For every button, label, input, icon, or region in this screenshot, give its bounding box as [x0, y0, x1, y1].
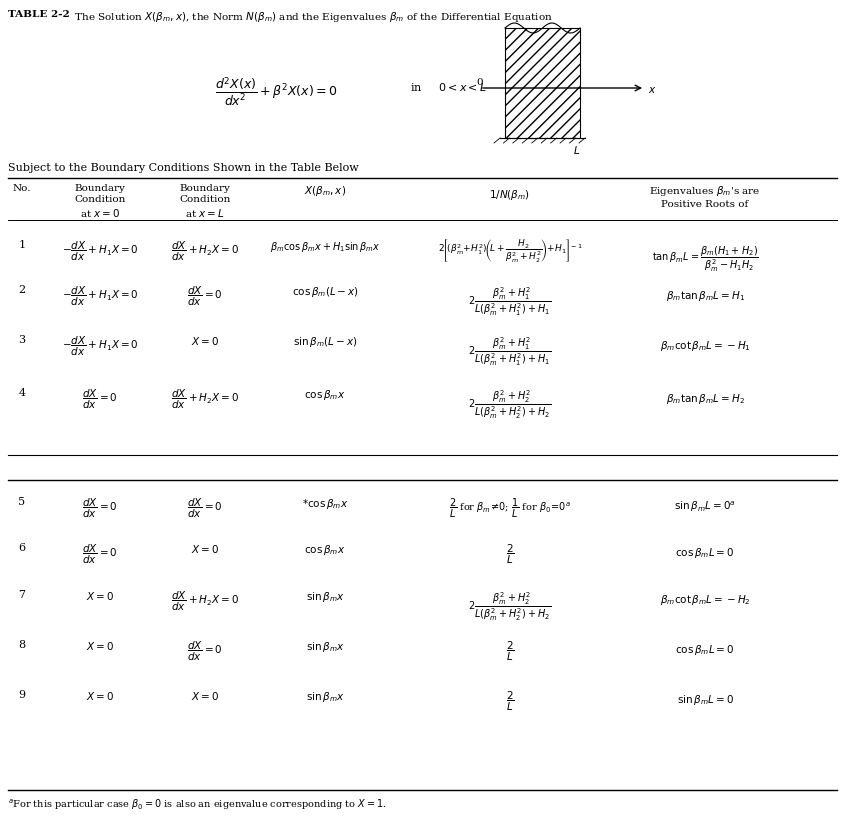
Text: $\dfrac{dX}{dx}+H_2 X=0$: $\dfrac{dX}{dx}+H_2 X=0$	[170, 388, 239, 412]
Text: $-\dfrac{dX}{dx}+H_1 X=0$: $-\dfrac{dX}{dx}+H_1 X=0$	[62, 240, 138, 263]
Text: $X=0$: $X=0$	[191, 335, 219, 347]
Text: $\beta_m\cot\beta_m L=-H_1$: $\beta_m\cot\beta_m L=-H_1$	[659, 339, 749, 353]
Text: $2\dfrac{\beta_m^2+H_2^2}{L(\beta_m^2+H_2^2)+H_2}$: $2\dfrac{\beta_m^2+H_2^2}{L(\beta_m^2+H_…	[468, 388, 551, 421]
Text: $^a$For this particular case $\beta_0=0$ is also an eigenvalue corresponding to : $^a$For this particular case $\beta_0=0$…	[8, 798, 387, 812]
Text: 1: 1	[19, 240, 25, 250]
Text: $\dfrac{2}{L}$: $\dfrac{2}{L}$	[505, 640, 514, 663]
Text: 8: 8	[19, 640, 25, 650]
Text: $\dfrac{dX}{dx}+H_2 X=0$: $\dfrac{dX}{dx}+H_2 X=0$	[170, 240, 239, 263]
Text: $\dfrac{dX}{dx}=0$: $\dfrac{dX}{dx}=0$	[82, 543, 117, 566]
Text: $2\dfrac{\beta_m^2+H_1^2}{L(\beta_m^2+H_1^2)+H_1}$: $2\dfrac{\beta_m^2+H_1^2}{L(\beta_m^2+H_…	[468, 335, 551, 367]
Text: $2\!\left[(\beta_m^2\!+\!H_1^2)\!\left(\!L+\dfrac{H_2}{\beta_m^2+H_2^2}\!\right): $2\!\left[(\beta_m^2\!+\!H_1^2)\!\left(\…	[437, 237, 582, 264]
Text: $\dfrac{dX}{dx}=0$: $\dfrac{dX}{dx}=0$	[82, 388, 117, 412]
Text: 6: 6	[19, 543, 25, 553]
Text: $\sin\beta_m L=0$: $\sin\beta_m L=0$	[676, 693, 733, 707]
Text: $\cos\beta_m L=0$: $\cos\beta_m L=0$	[674, 643, 734, 657]
Text: $\tan\beta_m L=\dfrac{\beta_m(H_1+H_2)}{\beta_m^2-H_1 H_2}$: $\tan\beta_m L=\dfrac{\beta_m(H_1+H_2)}{…	[651, 244, 758, 274]
Text: No.: No.	[13, 184, 31, 193]
Text: Boundary
Condition
at $x=L$: Boundary Condition at $x=L$	[179, 184, 230, 219]
Text: Boundary
Condition
at $x=0$: Boundary Condition at $x=0$	[74, 184, 126, 219]
Text: Subject to the Boundary Conditions Shown in the Table Below: Subject to the Boundary Conditions Shown…	[8, 163, 359, 173]
Text: The Solution $X(\beta_m, x)$, the Norm $N(\beta_m)$ and the Eigenvalues $\beta_m: The Solution $X(\beta_m, x)$, the Norm $…	[68, 10, 552, 24]
Text: $2\dfrac{\beta_m^2+H_1^2}{L(\beta_m^2+H_1^2)+H_1}$: $2\dfrac{\beta_m^2+H_1^2}{L(\beta_m^2+H_…	[468, 285, 551, 317]
Text: 3: 3	[19, 335, 25, 345]
Bar	[505, 28, 579, 138]
Text: 9: 9	[19, 690, 25, 700]
Text: $\dfrac{dX}{dx}=0$: $\dfrac{dX}{dx}=0$	[187, 640, 223, 663]
Text: $1/N(\beta_m)$: $1/N(\beta_m)$	[489, 188, 530, 202]
Text: $X=0$: $X=0$	[191, 543, 219, 555]
Text: $\dfrac{2}{L}$ for $\beta_m\!\neq\!0$; $\dfrac{1}{L}$ for $\beta_0\!=\!0^a$: $\dfrac{2}{L}$ for $\beta_m\!\neq\!0$; $…	[449, 497, 571, 520]
Text: $\sin\beta_m x$: $\sin\beta_m x$	[306, 640, 344, 654]
Text: $\sin\beta_m x$: $\sin\beta_m x$	[306, 590, 344, 604]
Text: $X=0$: $X=0$	[191, 690, 219, 702]
Text: $\dfrac{dX}{dx}=0$: $\dfrac{dX}{dx}=0$	[82, 497, 117, 521]
Text: $2\dfrac{\beta_m^2+H_2^2}{L(\beta_m^2+H_2^2)+H_2}$: $2\dfrac{\beta_m^2+H_2^2}{L(\beta_m^2+H_…	[468, 590, 551, 622]
Text: Eigenvalues $\beta_m$'s are
Positive Roots of: Eigenvalues $\beta_m$'s are Positive Roo…	[648, 184, 760, 209]
Text: 5: 5	[19, 497, 25, 507]
Text: $\dfrac{dX}{dx}=0$: $\dfrac{dX}{dx}=0$	[187, 285, 223, 308]
Text: $-\dfrac{dX}{dx}+H_1 X=0$: $-\dfrac{dX}{dx}+H_1 X=0$	[62, 335, 138, 358]
Text: $X=0$: $X=0$	[86, 590, 114, 602]
Text: $L$: $L$	[573, 144, 580, 156]
Text: 7: 7	[19, 590, 25, 600]
Text: $\cos\beta_m L=0$: $\cos\beta_m L=0$	[674, 546, 734, 560]
Text: $X=0$: $X=0$	[86, 640, 114, 652]
Text: $\dfrac{2}{L}$: $\dfrac{2}{L}$	[505, 543, 514, 566]
Text: 0: 0	[476, 78, 483, 87]
Text: $\dfrac{dX}{dx}+H_2 X=0$: $\dfrac{dX}{dx}+H_2 X=0$	[170, 590, 239, 613]
Text: $\cos\beta_m x$: $\cos\beta_m x$	[304, 543, 345, 557]
Text: $\sin\beta_m L=0^a$: $\sin\beta_m L=0^a$	[674, 500, 735, 515]
Text: 2: 2	[19, 285, 25, 295]
Text: $\dfrac{2}{L}$: $\dfrac{2}{L}$	[505, 690, 514, 713]
Text: $x$: $x$	[647, 85, 656, 95]
Text: $\dfrac{d^2X(x)}{dx^2} + \beta^2 X(x) = 0$: $\dfrac{d^2X(x)}{dx^2} + \beta^2 X(x) = …	[214, 75, 337, 107]
Text: $X(\beta_m, x)$: $X(\beta_m, x)$	[304, 184, 346, 198]
Text: $\beta_m\tan\beta_m L=H_1$: $\beta_m\tan\beta_m L=H_1$	[665, 289, 744, 303]
Text: $\sin\beta_m x$: $\sin\beta_m x$	[306, 690, 344, 704]
Text: $\beta_m\cos\beta_m x+H_1\sin\beta_m x$: $\beta_m\cos\beta_m x+H_1\sin\beta_m x$	[269, 240, 380, 254]
Text: $\cos\beta_m x$: $\cos\beta_m x$	[304, 388, 345, 402]
Text: in     $0 < x < L$: in $0 < x < L$	[409, 81, 486, 93]
Text: $-\dfrac{dX}{dx}+H_1 X=0$: $-\dfrac{dX}{dx}+H_1 X=0$	[62, 285, 138, 308]
Text: $\sin\beta_m(L-x)$: $\sin\beta_m(L-x)$	[293, 335, 357, 349]
Text: $\beta_m\cot\beta_m L=-H_2$: $\beta_m\cot\beta_m L=-H_2$	[659, 593, 749, 607]
Text: $\cos\beta_m(L-x)$: $\cos\beta_m(L-x)$	[291, 285, 358, 299]
Text: $*\cos\beta_m x$: $*\cos\beta_m x$	[301, 497, 348, 511]
Text: $\beta_m\tan\beta_m L=H_2$: $\beta_m\tan\beta_m L=H_2$	[665, 392, 744, 406]
Text: $X=0$: $X=0$	[86, 690, 114, 702]
Text: $\dfrac{dX}{dx}=0$: $\dfrac{dX}{dx}=0$	[187, 497, 223, 521]
Text: 4: 4	[19, 388, 25, 398]
Text: TABLE 2-2: TABLE 2-2	[8, 10, 70, 19]
